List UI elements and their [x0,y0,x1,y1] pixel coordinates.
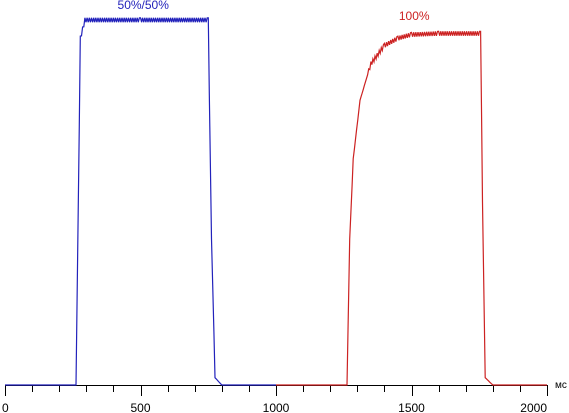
series-line-1 [5,17,276,386]
x-tick-label: 0 [2,401,9,413]
x-tick-label: 1000 [263,401,290,413]
x-axis-unit: мс [555,380,567,391]
series-label-2: 100% [399,9,430,23]
x-tick-label: 1500 [398,401,425,413]
series-label-1: 50%/50% [118,0,170,12]
x-axis-tick-labels: 0 500 1000 1500 2000 [2,401,547,413]
series-group [5,17,547,386]
x-axis-ticks [5,386,548,396]
series-line-2 [276,30,547,386]
series-annotations: 50%/50% 100% [118,0,430,23]
x-tick-label: 2000 [520,401,547,413]
x-tick-label: 500 [130,401,150,413]
